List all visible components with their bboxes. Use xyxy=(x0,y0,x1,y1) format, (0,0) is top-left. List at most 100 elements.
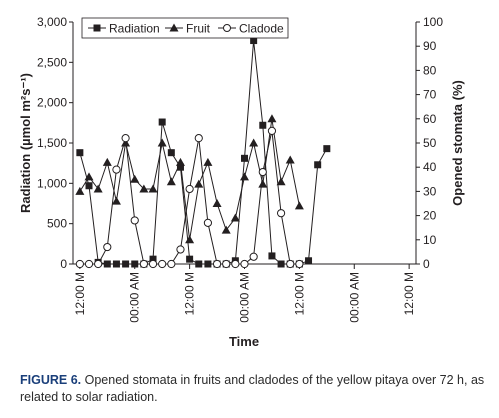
x-tick-label: 00:00 AM xyxy=(128,272,142,323)
point-cladode xyxy=(167,259,176,269)
x-axis-label: Time xyxy=(229,334,259,349)
point-radiation xyxy=(250,37,258,45)
x-tick-label: 12:00 M xyxy=(183,272,197,315)
point-fruit xyxy=(240,172,249,181)
point-cladode xyxy=(130,216,139,225)
legend-box xyxy=(81,17,289,39)
legend-circle-marker xyxy=(223,24,231,32)
point-cladode xyxy=(112,165,121,174)
point-fruit xyxy=(139,184,149,193)
point-fruit xyxy=(221,225,231,234)
right-tick-label: 30 xyxy=(423,184,437,198)
y-axis-left-label: Radiation (µmol m²s⁻¹) xyxy=(18,73,33,213)
point-fruit xyxy=(230,213,240,222)
point-fruit xyxy=(194,179,204,188)
point-fruit xyxy=(84,172,94,181)
point-cladode xyxy=(148,259,158,269)
series-cladode xyxy=(75,126,304,269)
point-fruit xyxy=(285,155,295,164)
point-cladode xyxy=(75,259,84,269)
series-line-cladode xyxy=(79,130,300,265)
point-fruit xyxy=(249,138,259,147)
legend-square-marker xyxy=(93,24,101,32)
point-fruit xyxy=(294,201,304,210)
point-cladode xyxy=(84,259,94,269)
point-cladode xyxy=(249,252,258,261)
legend-item-fruit: Fruit xyxy=(165,22,211,36)
point-radiation xyxy=(149,255,157,263)
caption-label: FIGURE 6. xyxy=(20,373,82,387)
point-radiation xyxy=(167,149,175,157)
point-cladode xyxy=(203,218,213,227)
point-radiation xyxy=(314,161,322,169)
x-tick-label: 12:00 M xyxy=(402,272,416,315)
point-fruit xyxy=(157,138,167,147)
point-cladode xyxy=(194,134,203,143)
point-cladode xyxy=(286,259,295,269)
legend-item-cladode: Cladode xyxy=(218,22,284,36)
right-tick-label: 10 xyxy=(423,233,437,247)
point-fruit xyxy=(175,157,185,166)
left-axis-ticks: 0 500 1,000 1,500 2,000 2,500 3,000 xyxy=(37,15,73,271)
point-radiation xyxy=(103,260,111,268)
point-cladode xyxy=(240,259,249,269)
point-radiation xyxy=(323,145,331,153)
point-cladode xyxy=(276,209,286,218)
point-cladode xyxy=(103,242,112,252)
y-axis-right-label: Opened stomata (%) xyxy=(450,80,465,206)
point-cladode xyxy=(212,259,222,269)
point-radiation xyxy=(76,149,84,157)
point-fruit xyxy=(185,235,195,244)
right-tick-label: 50 xyxy=(423,136,437,150)
point-cladode xyxy=(185,184,194,194)
legend-label-cladode: Cladode xyxy=(239,22,284,36)
right-tick-label: 40 xyxy=(423,160,437,174)
left-tick-label: 2,500 xyxy=(37,55,67,69)
right-tick-label: 60 xyxy=(423,112,437,126)
point-radiation xyxy=(131,260,139,268)
point-fruit xyxy=(166,177,176,186)
chart: 0 500 1,000 1,500 2,000 2,500 3,000 0 10 20 30 40 5… xyxy=(18,15,465,349)
point-radiation xyxy=(204,260,212,268)
point-cladode xyxy=(139,259,148,269)
point-cladode xyxy=(231,259,240,269)
point-radiation xyxy=(305,257,313,265)
caption-text: Opened stomata in fruits and cladodes of… xyxy=(20,373,485,404)
right-tick-label: 70 xyxy=(423,88,437,102)
point-radiation xyxy=(112,260,120,268)
point-cladode xyxy=(222,259,231,269)
point-fruit xyxy=(75,186,85,195)
legend-label-radiation: Radiation xyxy=(109,22,160,36)
point-cladode xyxy=(176,245,185,254)
x-axis-ticks: 12:00 M 00:00 AM 12:00 M 00:00 AM 12:00 M 00:… xyxy=(73,264,416,323)
point-cladode xyxy=(295,259,304,269)
point-fruit xyxy=(267,114,277,123)
right-tick-label: 90 xyxy=(423,39,437,53)
point-cladode xyxy=(121,134,130,143)
legend-triangle-marker xyxy=(169,23,179,32)
point-radiation xyxy=(176,163,184,171)
point-radiation xyxy=(259,121,267,129)
point-radiation xyxy=(85,182,93,190)
x-tick-label: 12:00 M xyxy=(73,272,87,315)
point-radiation xyxy=(122,260,130,268)
point-fruit xyxy=(102,157,112,166)
left-tick-label: 0 xyxy=(60,257,67,271)
point-fruit xyxy=(258,179,268,188)
left-tick-label: 1,500 xyxy=(37,136,67,150)
point-radiation xyxy=(277,260,285,268)
right-tick-label: 80 xyxy=(423,63,437,77)
left-tick-label: 1,000 xyxy=(37,176,67,190)
right-tick-label: 20 xyxy=(423,209,437,223)
point-fruit xyxy=(276,177,286,186)
x-tick-label: 00:00 AM xyxy=(238,272,252,323)
point-fruit xyxy=(111,196,121,205)
series-line-radiation xyxy=(79,40,328,265)
point-radiation xyxy=(241,154,248,162)
point-fruit xyxy=(130,174,140,183)
right-tick-label: 0 xyxy=(423,257,430,271)
series-layer xyxy=(75,37,331,269)
point-fruit xyxy=(93,184,103,193)
figure-caption: FIGURE 6. Opened stomata in fruits and c… xyxy=(20,372,490,406)
x-tick-label: 12:00 M xyxy=(292,272,306,315)
